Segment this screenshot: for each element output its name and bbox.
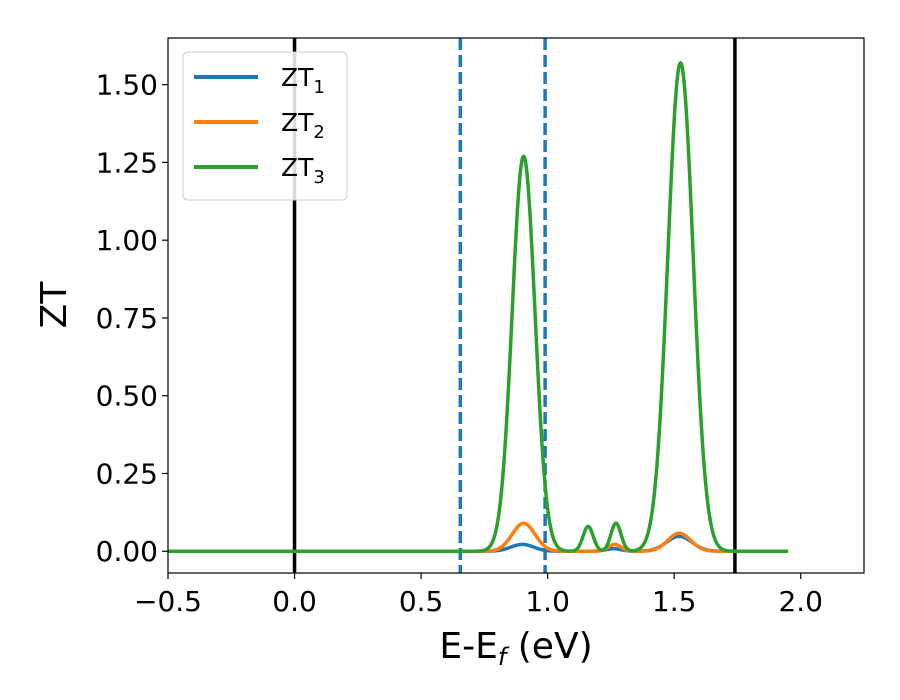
y-tick-label: 0.50	[96, 380, 158, 413]
legend-label-zt1: ZT1	[281, 63, 325, 98]
x-tick-label: 2.0	[778, 585, 823, 618]
legend-label-zt3: ZT3	[281, 153, 325, 188]
y-axis: 0.00 0.25 0.50 0.75 1.00 1.25 1.50	[96, 69, 168, 568]
y-axis-label: ZT	[34, 281, 75, 329]
x-tick-label: −0.5	[134, 585, 202, 618]
x-tick-label: 0.0	[272, 585, 317, 618]
y-tick-label: 1.50	[96, 69, 158, 102]
plot-area	[167, 37, 865, 574]
x-tick-label: 1.5	[652, 585, 697, 618]
series-line-zt3	[168, 61, 790, 553]
x-tick-label: 0.5	[399, 585, 444, 618]
x-axis-label: E-Ef (eV)	[439, 626, 592, 671]
plot-frame	[167, 37, 865, 574]
y-tick-label: 0.00	[96, 535, 158, 568]
legend: ZT1 ZT2 ZT3	[182, 51, 348, 201]
y-tick-label: 1.25	[96, 146, 158, 179]
series-line-zt2	[168, 521, 790, 553]
y-tick-label: 1.00	[96, 224, 158, 257]
legend-label-zt2: ZT2	[281, 108, 325, 143]
y-tick-label: 0.25	[96, 457, 158, 490]
legend-box	[182, 51, 348, 201]
x-axis: −0.5 0.0 0.5 1.0 1.5 2.0	[134, 573, 823, 618]
x-tick-label: 1.0	[525, 585, 570, 618]
y-tick-label: 0.75	[96, 302, 158, 335]
